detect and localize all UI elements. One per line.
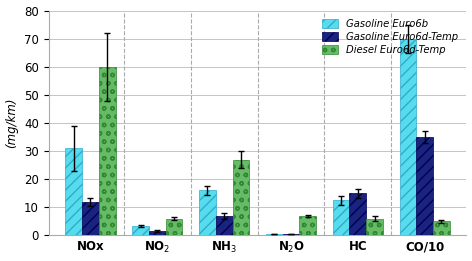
Bar: [166, 219, 182, 235]
Bar: [132, 226, 149, 235]
Bar: [266, 234, 283, 235]
Bar: [299, 216, 316, 235]
Y-axis label: (mg/km): (mg/km): [6, 98, 18, 148]
Bar: [66, 148, 82, 235]
Bar: [333, 200, 349, 235]
Bar: [99, 67, 116, 235]
Bar: [283, 234, 299, 235]
Bar: [82, 202, 99, 235]
Bar: [433, 221, 450, 235]
Bar: [149, 231, 166, 235]
Bar: [349, 193, 366, 235]
Bar: [199, 191, 216, 235]
Bar: [366, 219, 383, 235]
Bar: [216, 216, 233, 235]
Bar: [233, 159, 249, 235]
Legend: Gasoline Euro6b, Gasoline Euro6d-Temp, Diesel Euro6d-Temp: Gasoline Euro6b, Gasoline Euro6d-Temp, D…: [320, 16, 462, 58]
Bar: [416, 137, 433, 235]
Bar: [400, 39, 416, 235]
